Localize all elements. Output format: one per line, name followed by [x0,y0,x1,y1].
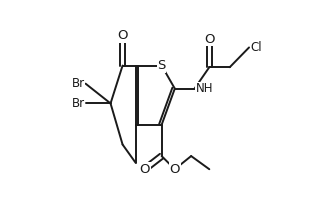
Text: Br: Br [71,77,84,90]
Text: O: O [117,29,128,43]
Text: Br: Br [71,97,84,110]
Text: O: O [204,33,215,46]
Text: NH: NH [196,82,213,95]
Text: Cl: Cl [250,41,262,54]
Text: O: O [170,163,180,176]
Text: S: S [157,59,166,72]
Text: O: O [139,163,150,176]
